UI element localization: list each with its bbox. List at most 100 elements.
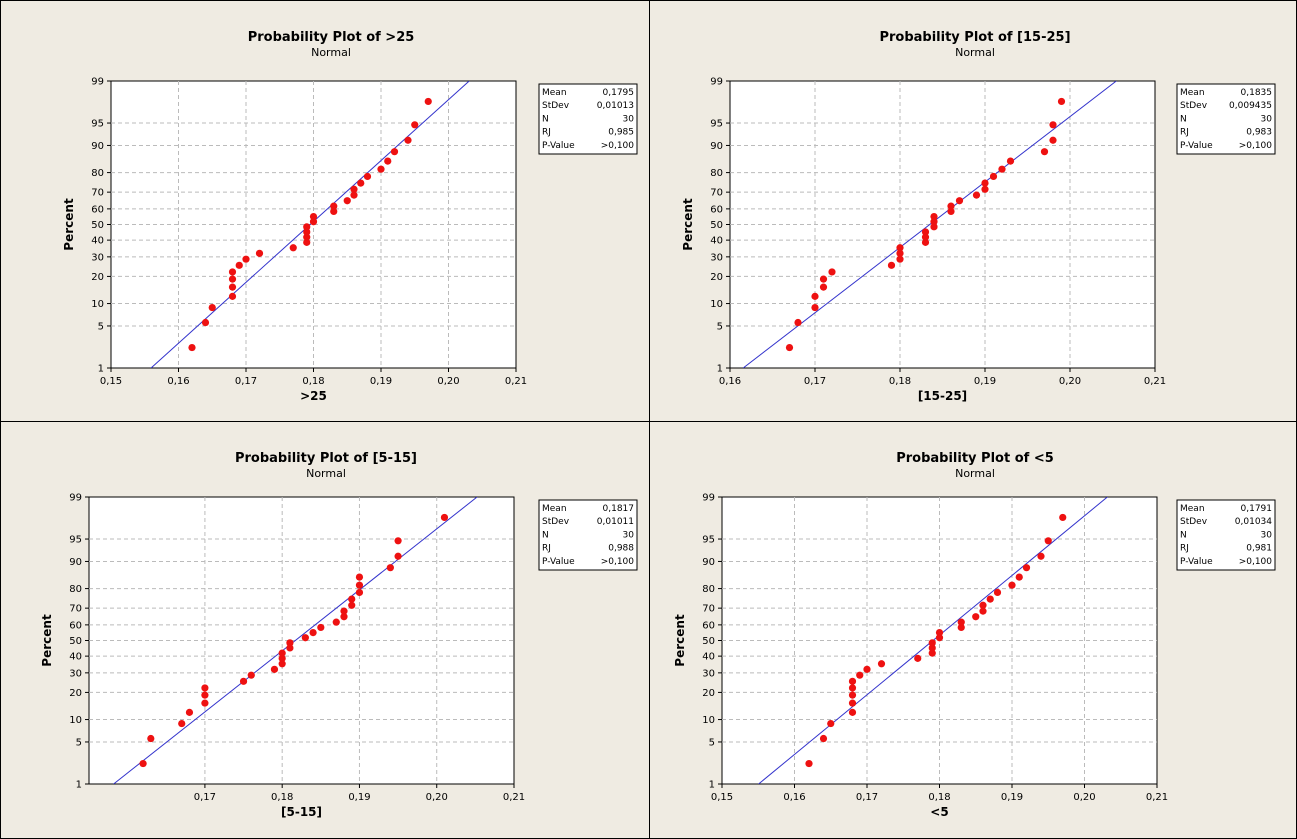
data-point [921,238,930,246]
stats-legend [538,83,638,155]
data-point [309,212,318,221]
x-tick-label: 0,18 [271,792,293,803]
data-point [286,639,294,647]
data-point [887,261,896,269]
data-point [935,634,944,642]
stat-value: 0,1817 [603,504,635,514]
data-point [921,228,930,236]
data-point [278,649,286,657]
y-tick-label: 90 [69,557,82,568]
x-tick-label: 0,16 [167,376,189,387]
chart-panel-top-right: Probability Plot of [15-25] Normal 1 5 10 20 3… [649,0,1297,422]
data-point [914,654,922,662]
data-point [1037,552,1045,560]
stat-label: P-Value [1180,141,1213,151]
x-tick-label: 0,21 [1144,376,1166,387]
x-tick-label: 0,20 [1073,792,1095,803]
x-tick-label: 0,20 [1059,376,1081,387]
data-point [979,607,987,615]
data-point [303,233,311,241]
data-point [921,233,930,241]
data-point [896,249,904,257]
data-point [1006,157,1015,165]
stat-label: Mean [1180,504,1205,514]
data-point [247,671,255,679]
x-tick-label: 0,18 [889,376,911,387]
data-point [989,172,998,181]
stat-value: 30 [1261,114,1273,124]
stat-value: 0,981 [1246,544,1272,554]
data-point [827,719,835,728]
stat-value: >0,100 [601,141,635,151]
chart-panel-bottom-right: Probability Plot of <5 Normal 1 5 10 20 30 40 50… [649,421,1297,839]
y-tick-label: 95 [702,535,715,546]
data-point [330,202,338,210]
data-point [301,634,309,642]
data-point [228,268,237,276]
x-tick-label: 0,21 [503,792,525,803]
chart-svg: Probability Plot of [5-15]Normal 1 5 10 20 30… [40,451,638,819]
data-point [979,601,987,609]
stat-label: StDev [1180,101,1208,111]
data-point [411,121,419,129]
stat-label: RJ [1180,544,1189,554]
x-axis-label: <5 [930,805,948,819]
y-tick-label: 95 [69,535,82,546]
y-tick-label: 99 [69,493,82,504]
stat-label: RJ [542,544,551,554]
x-tick-label: 0,17 [804,376,826,387]
stats-legend [1176,83,1276,155]
data-point [270,665,279,673]
y-axis-label: Percent [62,198,76,251]
data-point [819,283,828,291]
data-point [935,628,944,637]
data-point [343,197,351,205]
y-tick-label: 20 [69,688,82,699]
y-tick-label: 99 [91,77,104,88]
data-point [811,303,819,312]
y-tick-label: 40 [91,236,104,247]
y-tick-label: 95 [91,119,104,130]
data-point [1049,121,1057,129]
stat-value: 30 [1261,530,1273,540]
y-tick-label: 10 [69,715,82,726]
data-point [848,691,857,699]
stat-label: P-Value [542,141,575,151]
data-point [255,249,264,257]
x-tick-label: 0,19 [1001,792,1023,803]
y-tick-label: 80 [710,168,723,179]
y-tick-label: 50 [91,220,104,231]
x-tick-label: 0,17 [194,792,216,803]
data-point [278,660,286,668]
data-point [303,223,311,231]
x-tick-label: 0,19 [370,376,392,387]
data-point [947,202,955,210]
data-point [309,628,317,637]
y-tick-label: 30 [91,252,104,263]
y-tick-label: 20 [710,272,723,283]
data-point [147,734,155,743]
data-point [228,283,237,291]
data-point [201,691,209,699]
data-point [357,179,365,187]
data-point [350,191,358,199]
data-point [286,644,294,652]
y-tick-label: 90 [702,557,715,568]
y-tick-label: 40 [710,236,723,247]
y-tick-label: 95 [710,119,723,130]
chart-subtitle: Normal [306,467,346,480]
data-point [139,759,147,768]
data-point [848,699,857,707]
data-point [972,613,980,621]
data-point [390,148,399,156]
x-axis-label: [5-15] [281,805,322,819]
y-tick-label: 50 [710,220,723,231]
data-point [986,595,994,603]
chart-subtitle: Normal [311,46,351,59]
data-point [928,644,936,652]
data-point [394,552,402,560]
data-point [848,677,857,685]
data-point [993,588,1002,597]
data-point [377,165,385,173]
y-tick-label: 5 [709,737,715,748]
